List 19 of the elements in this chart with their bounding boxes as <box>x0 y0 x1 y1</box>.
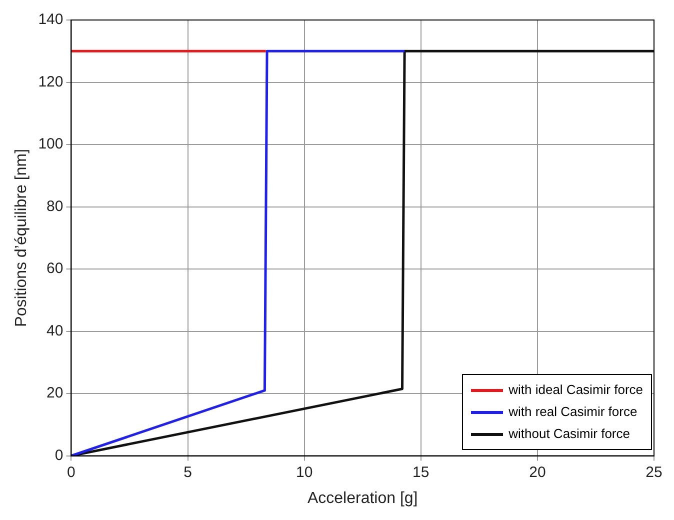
x-axis-title: Acceleration [g] <box>307 490 418 507</box>
y-tick-label: 140 <box>38 11 64 28</box>
x-tick-label: 0 <box>67 464 76 481</box>
y-tick-label: 40 <box>46 322 64 340</box>
legend-label: with ideal Casimir force <box>508 381 643 399</box>
x-tick-label: 25 <box>646 464 662 481</box>
y-tick-label: 100 <box>38 136 64 153</box>
x-tick-label: 10 <box>296 464 313 481</box>
y-axis-title: Positions d’équilibre [nm] <box>13 148 30 327</box>
legend-label: with real Casimir force <box>508 403 638 421</box>
y-tick-label: 20 <box>46 384 64 402</box>
x-tick-label: 15 <box>412 464 430 481</box>
legend-label: without Casimir force <box>508 425 630 443</box>
y-tick-label: 120 <box>38 73 64 90</box>
y-tick-label: 60 <box>46 260 64 278</box>
x-tick-label: 5 <box>184 464 192 481</box>
y-tick-label: 0 <box>54 446 64 464</box>
y-tick-label: 80 <box>46 198 64 215</box>
x-tick-label: 20 <box>529 464 546 481</box>
